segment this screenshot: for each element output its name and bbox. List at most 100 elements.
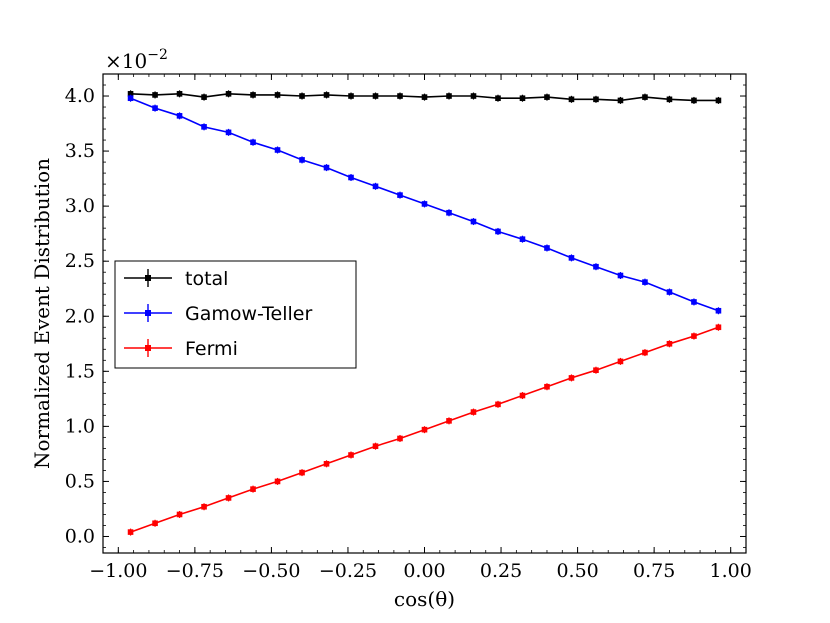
data-point <box>446 209 452 216</box>
data-point <box>397 435 403 442</box>
data-point <box>421 426 428 433</box>
data-point <box>495 95 501 102</box>
legend-label: Fermi <box>185 338 238 360</box>
y-tick-label: 3.5 <box>65 140 95 162</box>
y-axis-label: Normalized Event Distribution <box>30 158 54 469</box>
data-point <box>127 95 134 102</box>
data-point <box>152 520 158 527</box>
data-point <box>421 201 428 207</box>
data-point <box>666 96 673 103</box>
x-tick-label: 0.25 <box>480 560 522 582</box>
data-point <box>568 375 575 381</box>
data-point <box>299 93 305 99</box>
y-axis-multiplier-exponent: −2 <box>147 47 168 63</box>
y-tick-label: 0.5 <box>65 470 95 492</box>
series-fermi <box>127 323 722 536</box>
y-tick-label: 2.0 <box>65 305 95 327</box>
data-point <box>323 92 330 98</box>
data-point <box>446 418 452 424</box>
data-point <box>127 91 134 97</box>
data-point <box>372 183 379 190</box>
data-point <box>397 192 403 198</box>
data-point <box>715 307 722 314</box>
series-layer <box>127 90 722 536</box>
series-gamow-teller <box>127 94 722 315</box>
x-axis-label: cos(θ) <box>394 587 455 611</box>
data-point <box>176 113 183 119</box>
data-point <box>691 333 697 339</box>
data-point <box>568 96 575 103</box>
data-point <box>323 461 330 467</box>
x-tick-label: −0.75 <box>166 560 224 582</box>
data-point <box>274 478 281 485</box>
data-point <box>201 124 207 130</box>
legend-box <box>114 260 357 369</box>
data-point <box>299 469 305 476</box>
data-point <box>274 147 281 153</box>
data-point <box>568 255 575 261</box>
data-point <box>642 279 648 285</box>
data-point <box>299 157 305 163</box>
data-point <box>348 174 354 181</box>
plot-frame <box>102 73 747 554</box>
legend-item: Fermi <box>124 338 238 360</box>
data-point <box>250 139 256 146</box>
data-point <box>617 358 624 365</box>
data-point <box>446 93 452 99</box>
data-point <box>176 91 183 97</box>
data-point <box>152 105 158 111</box>
data-point <box>225 129 232 136</box>
data-point <box>715 97 722 104</box>
data-point <box>544 383 550 390</box>
legend-label: total <box>185 268 228 290</box>
data-point <box>397 93 403 99</box>
data-point <box>666 289 673 295</box>
data-point <box>348 93 354 99</box>
data-point <box>593 96 599 103</box>
data-point <box>691 299 697 305</box>
data-point <box>544 245 550 251</box>
legend-label: Gamow-Teller <box>185 303 312 325</box>
data-point <box>593 263 599 270</box>
data-point <box>617 272 624 279</box>
x-tick-label: 0.50 <box>556 560 598 582</box>
data-point <box>642 349 648 356</box>
data-point <box>544 94 550 100</box>
data-point <box>127 529 134 535</box>
data-point <box>470 93 477 99</box>
data-point <box>201 503 207 510</box>
data-point <box>152 92 158 98</box>
data-point <box>372 443 379 449</box>
x-tick-label: −0.25 <box>319 560 377 582</box>
legend-marker <box>145 345 151 351</box>
x-tick-label: 1.00 <box>710 560 752 582</box>
series-total <box>127 90 722 104</box>
x-tick-label: −0.50 <box>242 560 300 582</box>
data-point <box>715 324 722 331</box>
data-point <box>274 92 281 98</box>
y-tick-label: 4.0 <box>65 85 95 107</box>
y-tick-label: 2.5 <box>65 250 95 272</box>
data-point <box>642 94 648 100</box>
data-point <box>176 511 183 518</box>
data-point <box>495 401 501 408</box>
data-point <box>470 218 477 225</box>
x-tick-label: 0.75 <box>633 560 675 582</box>
data-point <box>519 392 526 399</box>
data-point <box>495 228 501 235</box>
data-point <box>666 340 673 347</box>
tick-labels: −1.00 −0.75 −0.50 −0.25 0.00 0.25 0.50 0.75 1.00… <box>65 85 752 582</box>
data-point <box>348 452 354 458</box>
legend-item: Gamow-Teller <box>124 303 312 325</box>
y-axis-multiplier-base: ×10 <box>105 49 147 73</box>
data-point <box>372 93 379 99</box>
y-tick-label: 3.0 <box>65 195 95 217</box>
y-tick-label: 1.0 <box>65 415 95 437</box>
data-point <box>323 164 330 171</box>
y-tick-label: 0.0 <box>65 525 95 547</box>
x-tick-label: 0.00 <box>403 560 445 582</box>
legend-marker <box>145 310 151 316</box>
data-point <box>470 409 477 415</box>
data-point <box>225 91 232 97</box>
